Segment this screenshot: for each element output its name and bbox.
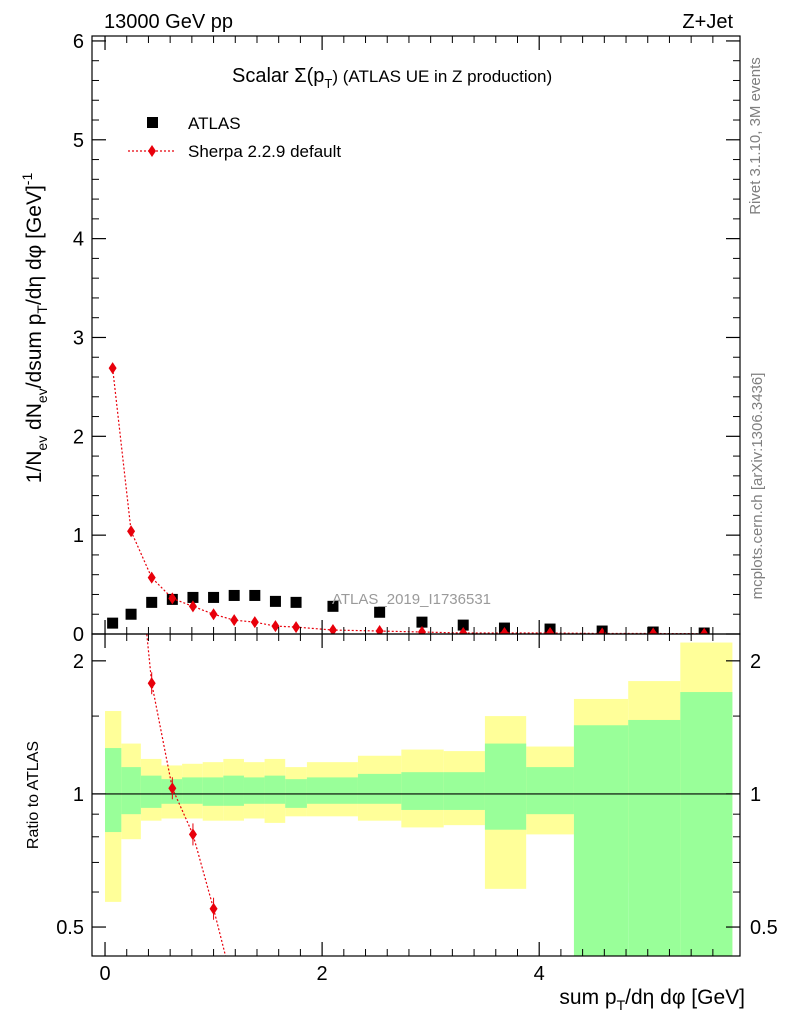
sherpa-data-point xyxy=(417,626,426,634)
main-y-tick-label: 3 xyxy=(73,327,84,349)
uncertainty-band-inner xyxy=(105,748,122,833)
uncertainty-band-inner xyxy=(573,725,629,956)
sherpa-ratio-point xyxy=(188,828,197,841)
sherpa-data-point xyxy=(147,571,156,584)
uncertainty-band-inner xyxy=(484,743,527,830)
atlas-data-point xyxy=(269,595,281,607)
plot-title-suffix: ) (ATLAS UE in Z production) xyxy=(332,67,552,86)
legend-label-atlas: ATLAS xyxy=(188,114,241,133)
sherpa-data-point xyxy=(649,627,658,634)
main-y-axis-label: 1/Nev dNev/dsum pT/dη dφ [GeV]-1 xyxy=(19,173,50,484)
atlas-data-point xyxy=(146,596,158,608)
sherpa-data-point xyxy=(108,362,117,375)
sherpa-ratio-point xyxy=(127,471,135,483)
atlas-data-point xyxy=(228,589,240,601)
uncertainty-band-inner xyxy=(306,777,358,804)
main-y-tick-label: 1 xyxy=(73,525,84,547)
sherpa-data-point xyxy=(209,608,218,621)
atlas-data-point xyxy=(457,619,469,631)
sherpa-data-point xyxy=(188,600,197,613)
atlas-data-point xyxy=(107,617,119,629)
uncertainty-band-inner xyxy=(443,772,485,810)
sherpa-data-point xyxy=(230,614,239,627)
legend-marker-atlas xyxy=(147,117,158,128)
uncertainty-band-inner xyxy=(140,775,162,808)
ratio-y-tick-label: 2 xyxy=(73,651,84,673)
sherpa-ratio-point xyxy=(147,677,156,690)
ratio-y-tick-label: 0.5 xyxy=(56,917,84,939)
main-y-tick-label: 2 xyxy=(73,426,84,448)
sherpa-data-point xyxy=(375,625,384,634)
sherpa-data-point xyxy=(271,620,280,633)
atlas-data-point xyxy=(125,608,137,620)
atlas-data-point xyxy=(416,616,428,628)
x-tick-label: 4 xyxy=(534,963,545,985)
sherpa-data-point xyxy=(700,627,709,634)
main-panel: 0 1 2 3 4 5 6 Scalar Σ(pT) (ATLAS UE in Z prod… xyxy=(19,31,741,646)
sherpa-ratio-point xyxy=(230,984,238,996)
uncertainty-band-inner xyxy=(357,773,402,804)
x-axis-label: sum pT/dη dφ [GeV] xyxy=(559,986,745,1013)
sherpa-ratio-point xyxy=(209,902,218,915)
ratio-panel: 0 2 4 0.5 0.5 1 1 2 2 Ratio to ATLAS sum pT/dη d… xyxy=(25,36,778,1013)
atlas-data-point xyxy=(374,606,386,618)
legend-label-sherpa: Sherpa 2.2.9 default xyxy=(188,142,341,161)
sherpa-data-point xyxy=(250,616,259,629)
uncertainty-band-inner xyxy=(628,719,681,956)
ratio-y-tick-label-right: 2 xyxy=(750,651,761,673)
legend: ATLAS Sherpa 2.2.9 default xyxy=(128,114,341,161)
atlas-data-point xyxy=(290,596,302,608)
uncertainty-band-inner xyxy=(223,775,244,806)
mcplots-label: mcplots.cern.ch [arXiv:1306.3436] xyxy=(749,373,766,600)
sherpa-data-point xyxy=(459,627,468,634)
ratio-frame xyxy=(91,633,741,957)
process-label: Z+Jet xyxy=(682,11,733,33)
ratio-y-tick-label: 1 xyxy=(73,784,84,806)
analysis-watermark: ATLAS_2019_I1736531 xyxy=(332,591,491,608)
main-y-tick-label: 6 xyxy=(73,31,84,53)
x-tick-label: 2 xyxy=(317,963,328,985)
main-y-tick-label: 4 xyxy=(73,229,84,251)
uncertainty-band-inner xyxy=(121,767,141,815)
main-y-tick-label: 0 xyxy=(73,624,84,646)
uncertainty-band-inner xyxy=(401,772,444,810)
sherpa-data-point xyxy=(127,525,136,538)
main-y-tick-label: 5 xyxy=(73,130,84,152)
sherpa-ratio-point xyxy=(109,174,117,186)
sherpa-ratio-point xyxy=(168,782,177,795)
energy-label: 13000 GeV pp xyxy=(104,11,233,33)
ratio-y-tick-label-right: 1 xyxy=(750,784,761,806)
ratio-y-axis-label: Ratio to ATLAS xyxy=(25,741,42,849)
uncertainty-band-inner xyxy=(264,775,286,804)
sherpa-data-point xyxy=(546,627,555,634)
ratio-y-tick-label-right: 0.5 xyxy=(750,917,778,939)
uncertainty-band-inner xyxy=(182,777,203,804)
plot-title-prefix: Scalar Σ(p xyxy=(232,65,324,87)
uncertainty-band-inner xyxy=(526,767,574,815)
plot-title-sub: T xyxy=(324,76,332,91)
sherpa-ratio-line xyxy=(146,634,227,956)
sherpa-data-point xyxy=(500,627,509,634)
legend-marker-sherpa xyxy=(148,145,156,157)
atlas-data-point xyxy=(249,589,261,601)
atlas-data-point xyxy=(208,591,220,603)
sherpa-data-point xyxy=(292,621,301,634)
uncertainty-band-inner xyxy=(243,777,265,804)
atlas-data-point xyxy=(327,600,339,612)
sherpa-data-point xyxy=(328,624,337,634)
uncertainty-band-inner xyxy=(202,777,224,806)
plot-title: Scalar Σ(pT) (ATLAS UE in Z production) xyxy=(232,65,552,91)
rivet-version-label: Rivet 3.1.10, 3M events xyxy=(747,57,764,215)
x-tick-label: 0 xyxy=(99,963,110,985)
uncertainty-band-inner xyxy=(680,692,733,956)
sherpa-data-point xyxy=(168,592,177,605)
atlas-data-point xyxy=(187,591,199,603)
